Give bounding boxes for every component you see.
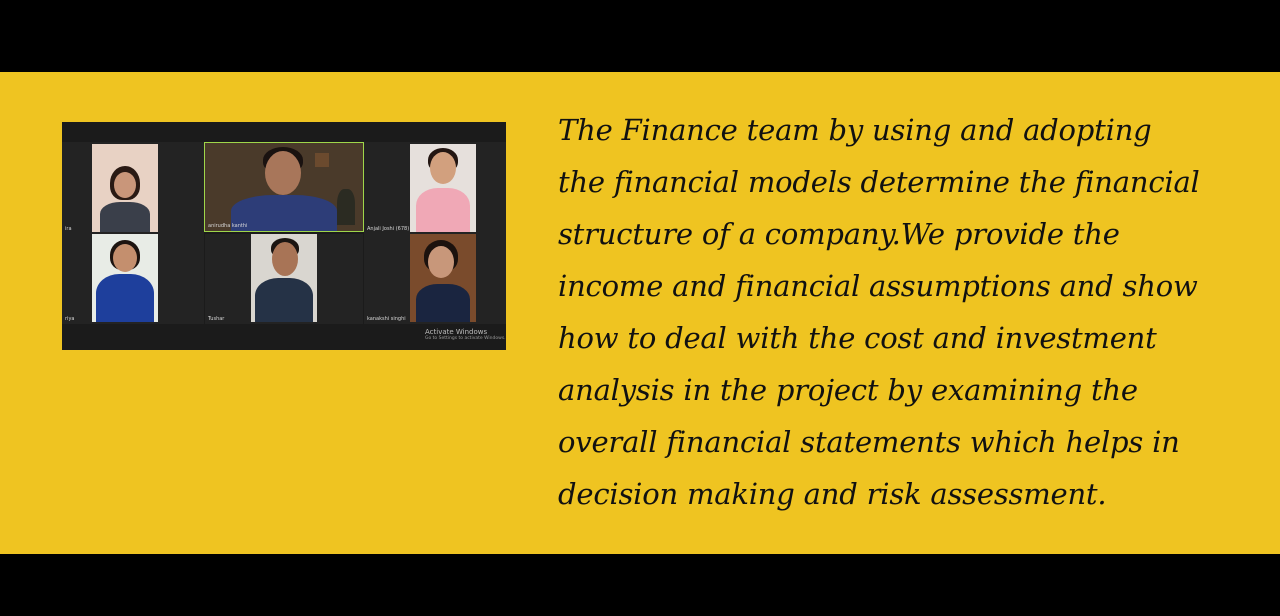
participant-video [410, 234, 476, 322]
participant-tile: Anjali Joshi (678) [364, 142, 506, 234]
participant-video [92, 144, 158, 232]
participant-video [205, 143, 363, 231]
watermark-subtitle: Go to Settings to activate Windows. [425, 336, 506, 341]
participant-video [410, 144, 476, 232]
participant-tile: kanakshi singhi [364, 234, 506, 324]
watermark-title: Activate Windows [425, 328, 488, 336]
caption-line: The Finance team by using and adopting [558, 113, 1152, 147]
caption-line: overall financial statements which helps… [558, 425, 1180, 459]
caption-line: the financial models determine the finan… [558, 165, 1200, 199]
participant-video [251, 234, 317, 322]
activate-windows-watermark: Activate Windows Go to Settings to activ… [425, 328, 506, 341]
caption-line: decision making and risk assessment. [558, 477, 1107, 511]
participant-video [92, 234, 158, 322]
participant-name: kanakshi singhi [367, 316, 406, 322]
video-call-screenshot: ira anirudha kanthi Anjali Joshi (678) r… [62, 122, 506, 350]
participant-name: Anjali Joshi (678) [367, 226, 410, 232]
participant-tile: Tushar [205, 234, 363, 324]
caption-line: structure of a company.We provide the [558, 217, 1120, 251]
participant-tile: riya [62, 234, 204, 324]
caption-line: analysis in the project by examining the [558, 373, 1138, 407]
letterbox-top [0, 0, 1280, 72]
participant-name: riya [65, 316, 75, 322]
participant-name: anirudha kanthi [208, 223, 248, 229]
participant-name: Tushar [208, 316, 225, 322]
letterbox-bottom [0, 554, 1280, 616]
caption-line: income and financial assumptions and sho… [558, 269, 1198, 303]
participant-tile: ira [62, 142, 204, 234]
participant-name: ira [65, 226, 72, 232]
caption-line: how to deal with the cost and investment [558, 321, 1157, 355]
participant-tile-active-speaker: anirudha kanthi [204, 142, 364, 232]
finance-description: The Finance team by using and adopting t… [558, 104, 1238, 520]
